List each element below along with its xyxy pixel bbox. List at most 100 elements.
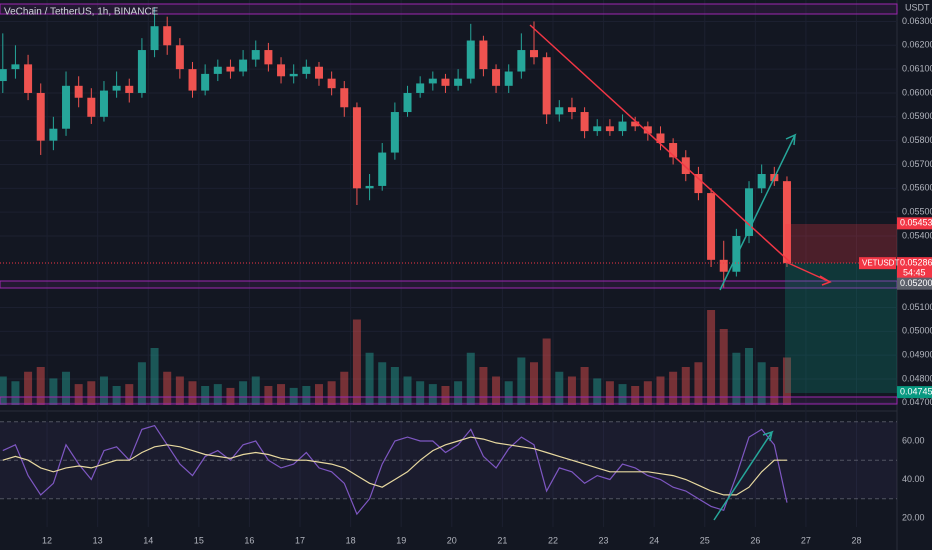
x-tick-label: 24 [649,535,659,545]
candle-body [732,235,741,272]
volume-bar [0,376,7,405]
volume-bar [137,362,146,405]
volume-bar [302,386,311,405]
volume-bar [555,371,564,405]
volume-bar [466,352,475,405]
y-tick-label: 0.04800 [902,373,932,383]
volume-bar [745,348,754,405]
volume-bar [681,367,690,405]
candle-body [454,78,463,86]
candle-body [605,126,614,132]
candle-body [492,69,501,86]
candle-body [757,174,766,189]
candle-body [593,126,602,132]
candle-body [479,40,488,70]
volume-bar [732,352,741,405]
x-tick-label: 23 [599,535,609,545]
candle-body [390,112,399,153]
y-tick-label: 0.06100 [902,64,932,74]
x-tick-label: 16 [244,535,254,545]
candle-body [517,50,526,72]
candle-body [264,50,273,65]
volume-bar [428,384,437,405]
x-tick-label: 20 [447,535,457,545]
candle-body [213,66,222,74]
candle-body [188,69,197,91]
label-layer: 12 13 14 15 16 17 18 19 20 21 22 23 24 25 26 27 28 0.0470… [42,16,932,545]
volume-bar [62,371,71,405]
volume-bar [11,381,20,405]
y-tick-label: 0.05500 [902,207,932,217]
volume-bar [251,376,260,405]
volume-bar [719,329,728,405]
y-tick-label: 0.05000 [902,326,932,336]
candle-body [302,66,311,74]
countdown: 54:45 [903,268,926,278]
volume-bar [314,384,323,405]
volume-bar [479,367,488,405]
x-tick-label: 14 [143,535,153,545]
rsi-pane [0,415,897,527]
trend-line [529,24,791,263]
candle-body [327,78,336,89]
y-tick-label: 60.00 [902,435,925,445]
volume-bar [694,362,703,405]
volume-bar [580,367,589,405]
volume-bar [175,376,184,405]
y-tick-label: 0.05700 [902,159,932,169]
x-tick-label: 22 [548,535,558,545]
y-tick-label: 0.05800 [902,135,932,145]
rsi-line [2,436,787,496]
candle-body [365,185,374,189]
candle-body [504,71,513,86]
candle-body [681,157,690,175]
x-tick-label: 19 [396,535,406,545]
candle-body [289,73,298,77]
volume-bar [239,381,248,405]
candle-body [125,85,134,93]
candle-body [74,85,83,98]
candle-body [277,64,286,77]
candle-body [441,78,450,86]
candle-body [0,69,7,82]
candle-body [466,40,475,79]
volume-bar [36,367,45,405]
candle-body [694,174,703,194]
candle-body [352,107,361,189]
candle-body [567,107,576,113]
symbol-label: VETUSDT [862,258,899,267]
volume-bar [24,371,33,405]
price-label-box [897,386,932,399]
volume-bar [365,352,374,405]
volume-bar [631,386,640,405]
symbol-box [859,257,896,270]
volume-bar [454,381,463,405]
candle-body [87,97,96,117]
volume-bar [416,381,425,405]
candle-body [618,121,627,132]
volume-bar [567,376,576,405]
volume-bar [492,376,501,405]
price-label: 0.04745 [900,386,932,396]
volume-bar [289,387,298,405]
volume-bar [99,376,108,405]
y-tick-label: 0.05100 [902,302,932,312]
candle-body [36,92,45,141]
level-zone [0,3,898,15]
x-tick-label: 12 [42,535,52,545]
volume-bar [213,384,222,405]
volume-bar [226,387,235,405]
y-tick-label: 20.00 [902,512,925,522]
candle-body [745,188,754,236]
price-label-box [897,217,932,230]
candle-body [542,57,551,115]
candle-body [782,181,791,264]
price-label: 0.05286 [900,258,932,268]
volume-bar [504,381,513,405]
candle-body [251,50,260,60]
candle-body [719,259,728,272]
candle-body [150,26,159,51]
y-tick-label: 0.04700 [902,397,932,407]
x-tick-label: 25 [700,535,710,545]
